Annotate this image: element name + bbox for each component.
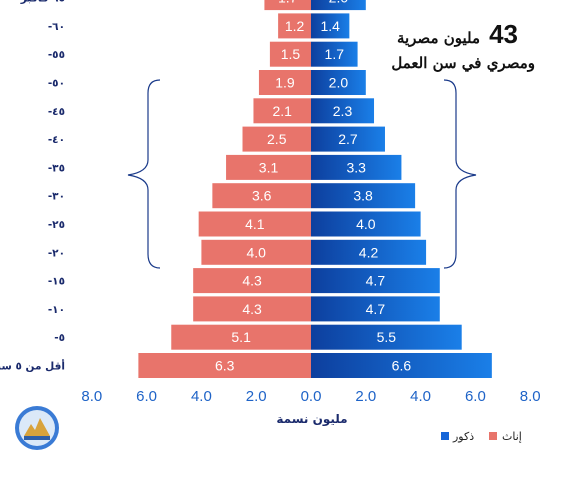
data-label-male: 1.4 <box>320 18 340 34</box>
bar-male <box>311 41 358 67</box>
bar-male <box>311 211 421 237</box>
bar-female <box>138 353 311 378</box>
age-group-label: -٤٥ <box>48 106 65 118</box>
age-group-label: -٥ <box>54 332 65 344</box>
x-tick-label: 8.0 <box>81 388 102 405</box>
age-group-label: -٣٠ <box>48 191 65 203</box>
x-tick-label: 2.0 <box>355 388 376 405</box>
age-group-label: -٦٠ <box>48 21 65 33</box>
data-label-female: 5.1 <box>231 329 251 345</box>
data-label-male: 1.7 <box>325 46 345 62</box>
data-label-male: 2.0 <box>329 0 349 6</box>
data-label-female: 4.3 <box>242 301 262 317</box>
data-label-male: 2.3 <box>333 103 353 119</box>
x-tick-label: 8.0 <box>520 388 541 405</box>
data-label-female: 1.7 <box>278 0 298 6</box>
x-tick-label: 4.0 <box>191 388 212 405</box>
bar-male <box>311 13 350 39</box>
age-group-label: -٥٠ <box>48 78 65 90</box>
x-tick-label: 0.0 <box>301 388 322 405</box>
annotation-line1: مليون مصرية <box>397 29 480 47</box>
data-label-female: 2.5 <box>267 131 287 147</box>
bar-female <box>198 211 311 237</box>
bar-female <box>193 268 311 294</box>
age-group-label: -١٠ <box>48 304 65 316</box>
age-group-label: ٦٥ فأكبر <box>20 0 65 5</box>
data-label-male: 2.7 <box>338 131 358 147</box>
bar-female <box>171 324 311 350</box>
bar-female <box>212 183 311 209</box>
data-label-female: 4.1 <box>245 216 265 232</box>
data-label-female: 4.3 <box>242 273 262 289</box>
x-axis-label: مليون نسمة <box>276 412 347 427</box>
data-label-male: 4.2 <box>359 244 379 260</box>
bar-male <box>311 0 366 11</box>
legend-female-swatch <box>489 432 497 440</box>
bar-male <box>311 296 440 322</box>
age-group-label: -١٥ <box>48 276 65 288</box>
bar-male <box>311 268 440 294</box>
annotation-line2: ومصري في سن العمل <box>391 54 535 73</box>
data-label-male: 4.7 <box>366 301 386 317</box>
age-group-label: -٢٥ <box>48 219 65 231</box>
bar-male <box>311 183 416 209</box>
data-label-male: 4.0 <box>356 216 376 232</box>
age-group-label: -٤٠ <box>48 134 65 146</box>
legend-male-swatch <box>441 432 449 440</box>
age-group-label: -٣٥ <box>48 162 65 174</box>
bar-female <box>264 0 311 11</box>
x-tick-label: 4.0 <box>410 388 431 405</box>
annotation-number: 43 <box>489 19 518 49</box>
data-label-male: 6.6 <box>392 358 412 374</box>
data-label-female: 1.9 <box>275 75 295 91</box>
bar-female <box>226 154 311 180</box>
bar-male <box>311 353 492 378</box>
logo <box>15 406 59 450</box>
bar-female <box>269 41 311 67</box>
data-label-female: 3.6 <box>252 188 272 204</box>
bar-female <box>258 70 311 95</box>
data-label-female: 3.1 <box>259 159 279 175</box>
labels-layer: 6.3 6.6 أقل من ٥ سنوات 5.1 5.5 -٥ 4.3 4.7 -١٠ 4.3… <box>0 0 541 405</box>
bar-female <box>193 296 311 322</box>
bar-female <box>201 239 311 265</box>
data-label-female: 1.5 <box>281 46 301 62</box>
data-label-male: 5.5 <box>377 329 397 345</box>
bar-female <box>253 98 311 124</box>
data-label-male: 3.8 <box>353 188 373 204</box>
x-tick-label: 2.0 <box>246 388 267 405</box>
x-tick-label: 6.0 <box>465 388 486 405</box>
legend-female-label: إناث <box>502 430 522 443</box>
x-tick-label: 6.0 <box>136 388 157 405</box>
data-label-male: 3.3 <box>346 159 366 175</box>
data-label-female: 1.2 <box>285 18 305 34</box>
left-brace <box>127 79 161 269</box>
bar-male <box>311 239 427 265</box>
data-label-male: 2.0 <box>329 75 349 91</box>
data-label-female: 2.1 <box>272 103 292 119</box>
bar-male <box>311 98 375 124</box>
bar-male <box>311 154 402 180</box>
right-brace <box>443 79 477 269</box>
data-label-female: 6.3 <box>215 358 235 374</box>
bar-male <box>311 126 385 152</box>
bar-male <box>311 324 462 350</box>
data-label-male: 4.7 <box>366 273 386 289</box>
age-group-label: -٥٥ <box>48 49 65 61</box>
bar-female <box>278 13 311 39</box>
data-label-female: 4.0 <box>246 244 266 260</box>
age-group-label: -٢٠ <box>48 247 65 259</box>
bars-layer <box>138 0 492 378</box>
age-group-label: أقل من ٥ سنوات <box>0 359 65 373</box>
legend-male-label: ذكور <box>452 430 474 443</box>
bar-male <box>311 70 366 95</box>
bar-female <box>242 126 311 152</box>
